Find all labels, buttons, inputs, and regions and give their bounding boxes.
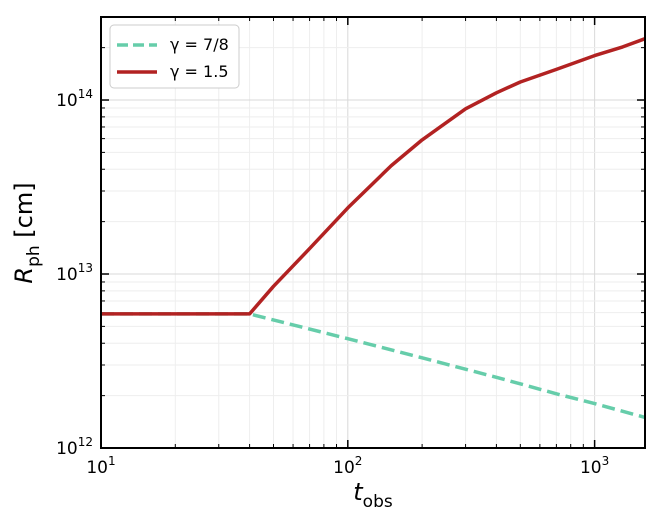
legend: γ = 7/8 γ = 1.5 <box>109 24 240 89</box>
series-line-1 <box>101 37 646 316</box>
x-tick-labels: 101 102 103 <box>86 454 609 478</box>
plot-frame <box>100 16 646 449</box>
y-axis-label: Rph [cm] <box>10 182 44 283</box>
y-tick-label: 1012 <box>56 435 93 459</box>
x-tick-label: 101 <box>86 454 115 478</box>
x-tick-label: 103 <box>580 454 609 478</box>
legend-label-1: γ = 1.5 <box>170 62 229 81</box>
x-tick-label: 102 <box>333 454 362 478</box>
series-line-0 <box>101 312 646 420</box>
x-axis-label: tobs <box>353 478 393 512</box>
grid <box>100 16 645 449</box>
legend-label-0: γ = 7/8 <box>170 35 229 54</box>
y-tick-labels: 1012 1013 1014 <box>56 87 93 459</box>
y-tick-label: 1013 <box>56 261 93 285</box>
series-layer <box>101 37 646 420</box>
y-tick-label: 1014 <box>56 87 93 111</box>
